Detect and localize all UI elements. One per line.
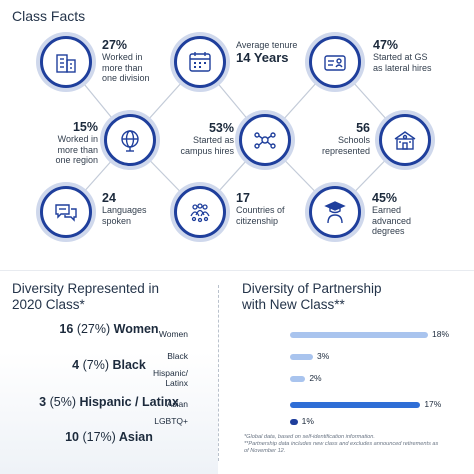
bar — [290, 419, 298, 425]
stat-degrees: 45% Earned advanced degrees — [372, 191, 412, 236]
footnotes: *Global data, based on self-identificati… — [244, 434, 439, 454]
graduate-icon — [309, 186, 361, 238]
stat-languages: 24 Languages spoken — [102, 191, 147, 226]
diversity-title: Diversity Represented in 2020 Class* — [12, 281, 160, 312]
bar — [290, 354, 313, 360]
bar-label: Women — [158, 329, 188, 339]
crowd-icon — [174, 186, 226, 238]
bar — [290, 332, 428, 338]
stat-lateral: 47% Started at GS as lateral hires — [373, 38, 432, 73]
bar-label: LGBTQ+ — [154, 416, 188, 426]
page-title: Class Facts — [12, 8, 86, 24]
stat-worked-division: 27% Worked in more than one division — [102, 38, 150, 83]
bar-value-label: 18% — [432, 329, 450, 339]
stat-countries: 17 Countries of citizenship — [236, 191, 285, 226]
id-card-icon — [309, 36, 361, 88]
stat-campus: 53% Started as campus hires — [180, 121, 234, 156]
bar-value-label: 1% — [301, 416, 314, 426]
bar-value-label: 2% — [309, 373, 322, 383]
column-divider — [218, 285, 219, 461]
bar-label: Asian — [166, 399, 188, 409]
building-icon — [40, 36, 92, 88]
bar-value-label: 3% — [317, 351, 330, 361]
bar-label: Hispanic/Latinx — [153, 368, 188, 388]
school-icon — [379, 114, 431, 166]
bar-value-label: 17% — [424, 399, 442, 409]
speech-bubbles-icon — [40, 186, 92, 238]
calendar-icon — [174, 36, 226, 88]
people-network-icon — [239, 114, 291, 166]
stat-tenure: Average tenure 14 Years — [236, 40, 298, 65]
bar — [290, 402, 421, 408]
diversity-row-women: 16 (27%) Women — [59, 322, 159, 336]
diversity-panel-bg — [0, 271, 218, 474]
globe-icon — [104, 114, 156, 166]
stat-region: 15% Worked in more than one region — [55, 120, 98, 165]
diversity-row-black: 4 (7%) Black — [72, 358, 146, 372]
diversity-row-hispanic: 3 (5%) Hispanic / Latinx — [39, 395, 179, 409]
section-divider — [0, 270, 474, 271]
stat-schools: 56 Schools represented — [321, 121, 370, 156]
diversity-row-asian: 10 (17%) Asian — [65, 430, 153, 444]
bar — [290, 376, 306, 382]
partnership-title: Diversity of Partnership with New Class** — [242, 281, 382, 312]
bar-label: Black — [167, 351, 188, 361]
